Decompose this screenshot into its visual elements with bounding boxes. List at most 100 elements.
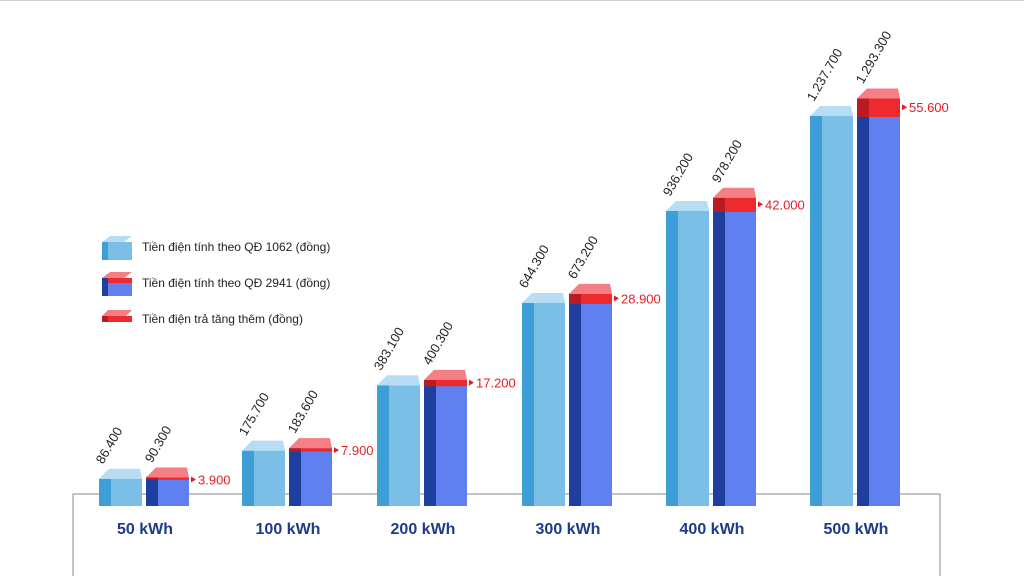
bar-1062-3-top — [522, 292, 565, 303]
baseline-outline — [72, 493, 941, 576]
bar-2941-side-0 — [146, 477, 158, 506]
increase-label-1: 7.900 — [341, 443, 374, 458]
bar-1062-5-side — [810, 116, 822, 506]
bar-1062-2-top — [377, 375, 420, 386]
bar-1062-2-front — [389, 385, 420, 506]
category-label-4: 400 kWh — [680, 521, 745, 538]
increase-label-4: 42.000 — [765, 197, 805, 212]
bar-2941-front-5 — [869, 98, 900, 506]
bar-2941-side-5 — [857, 98, 869, 506]
bar-2941-top-1 — [289, 438, 332, 449]
bar-increase-0 — [158, 477, 189, 480]
bar-increase-3 — [581, 293, 612, 304]
legend: Tiền điện tính theo QĐ 1062 (đồng) Tiền … — [98, 232, 388, 342]
bar-1062-4-front — [678, 211, 709, 507]
bar-1062-3-side — [522, 302, 534, 506]
bar-2941-front-3 — [581, 293, 612, 506]
bar-2941-top-0 — [146, 467, 189, 478]
category-label-2: 200 kWh — [391, 521, 456, 538]
bar-2941-top-4 — [713, 187, 756, 198]
bar-2941-front-0 — [158, 477, 189, 506]
bar-1062-1 — [242, 440, 285, 506]
bar-increase-4 — [725, 197, 756, 213]
top-border — [0, 0, 1024, 1]
increase-arrow-0 — [191, 476, 196, 483]
bars — [99, 88, 900, 507]
category-label-0: 50 kWh — [117, 521, 173, 538]
value-label-2941-4: 978.200 — [709, 137, 745, 185]
bar-2941-front-1 — [301, 448, 332, 506]
bar-1062-4-top — [666, 201, 709, 212]
value-label-2941-5: 1.293.300 — [853, 28, 895, 86]
bar-2941-top-3 — [569, 283, 612, 294]
bar-increase-5 — [869, 98, 900, 117]
bar-increase-side-5 — [857, 98, 869, 117]
value-label-1062-4: 936.200 — [660, 150, 696, 198]
bar-2941-1 — [289, 438, 332, 506]
legend-label-increase: Tiền điện trả tăng thêm (đồng) — [142, 312, 303, 326]
category-label-1: 100 kWh — [256, 521, 321, 538]
bar-2941-side-1 — [289, 448, 301, 506]
increase-label-0: 3.900 — [198, 473, 231, 488]
light-blue-cube-icon — [102, 236, 132, 260]
value-label-2941-0: 90.300 — [142, 423, 175, 465]
baseline-box — [72, 493, 941, 576]
value-label-2941-2: 400.300 — [420, 319, 456, 367]
value-label-2941-1: 183.600 — [285, 387, 321, 435]
bar-increase-2 — [436, 379, 467, 387]
bar-increase-side-2 — [424, 379, 436, 387]
bar-1062-3 — [522, 292, 565, 506]
bar-1062-5-top — [810, 106, 853, 116]
legend-item-2941: Tiền điện tính theo QĐ 2941 (đồng) — [98, 268, 388, 298]
red-slab-icon — [102, 310, 132, 322]
legend-item-1062: Tiền điện tính theo QĐ 1062 (đồng) — [98, 232, 388, 262]
bar-2941-4 — [713, 187, 756, 506]
value-label-1062-0: 86.400 — [93, 424, 126, 466]
bar-1062-3-front — [534, 302, 565, 506]
bar-increase-side-4 — [713, 197, 725, 213]
legend-label-2941: Tiền điện tính theo QĐ 2941 (đồng) — [142, 276, 331, 290]
increase-label-3: 28.900 — [621, 291, 661, 306]
bar-2941-top-2 — [424, 369, 467, 380]
bar-1062-0-front — [111, 478, 142, 506]
category-label-3: 300 kWh — [536, 521, 601, 538]
bar-2941-3 — [569, 283, 612, 506]
bar-2941-front-4 — [725, 197, 756, 506]
increase-arrow-3 — [614, 295, 619, 302]
bar-1062-0-side — [99, 478, 111, 506]
value-label-1062-1: 175.700 — [236, 390, 272, 438]
increase-arrow-5 — [902, 104, 907, 111]
bar-2941-5 — [857, 88, 900, 506]
category-label-5: 500 kWh — [824, 521, 889, 538]
bar-1062-4 — [666, 201, 709, 507]
bar-1062-0-top — [99, 468, 142, 479]
bar-2941-0 — [146, 467, 189, 506]
bar-1062-2-side — [377, 385, 389, 506]
increase-label-2: 17.200 — [476, 376, 516, 391]
bar-1062-4-side — [666, 211, 678, 507]
value-label-1062-5: 1.237.700 — [804, 46, 846, 104]
legend-item-increase: Tiền điện trả tăng thêm (đồng) — [98, 304, 388, 334]
bar-1062-1-front — [254, 450, 285, 506]
bar-1062-0 — [99, 468, 142, 506]
bar-2941-side-4 — [713, 197, 725, 506]
bar-increase-side-3 — [569, 293, 581, 304]
increase-arrow-2 — [469, 379, 474, 386]
bar-1062-5 — [810, 106, 853, 506]
increase-arrow-4 — [758, 201, 763, 208]
value-label-2941-3: 673.200 — [565, 233, 601, 281]
bar-increase-side-0 — [146, 477, 158, 480]
bar-2941-2 — [424, 369, 467, 506]
legend-label-1062: Tiền điện tính theo QĐ 1062 (đồng) — [142, 240, 331, 254]
bar-2941-side-2 — [424, 379, 436, 506]
increase-label-5: 55.600 — [909, 100, 949, 115]
bar-2941-top-5 — [857, 88, 900, 99]
bar-1062-2 — [377, 375, 420, 506]
bar-2941-side-3 — [569, 293, 581, 506]
value-label-1062-3: 644.300 — [516, 242, 552, 290]
bar-2941-front-2 — [436, 379, 467, 506]
blue-red-cube-icon — [102, 272, 132, 296]
bar-increase-1 — [301, 448, 332, 452]
increase-arrow-1 — [334, 447, 339, 454]
